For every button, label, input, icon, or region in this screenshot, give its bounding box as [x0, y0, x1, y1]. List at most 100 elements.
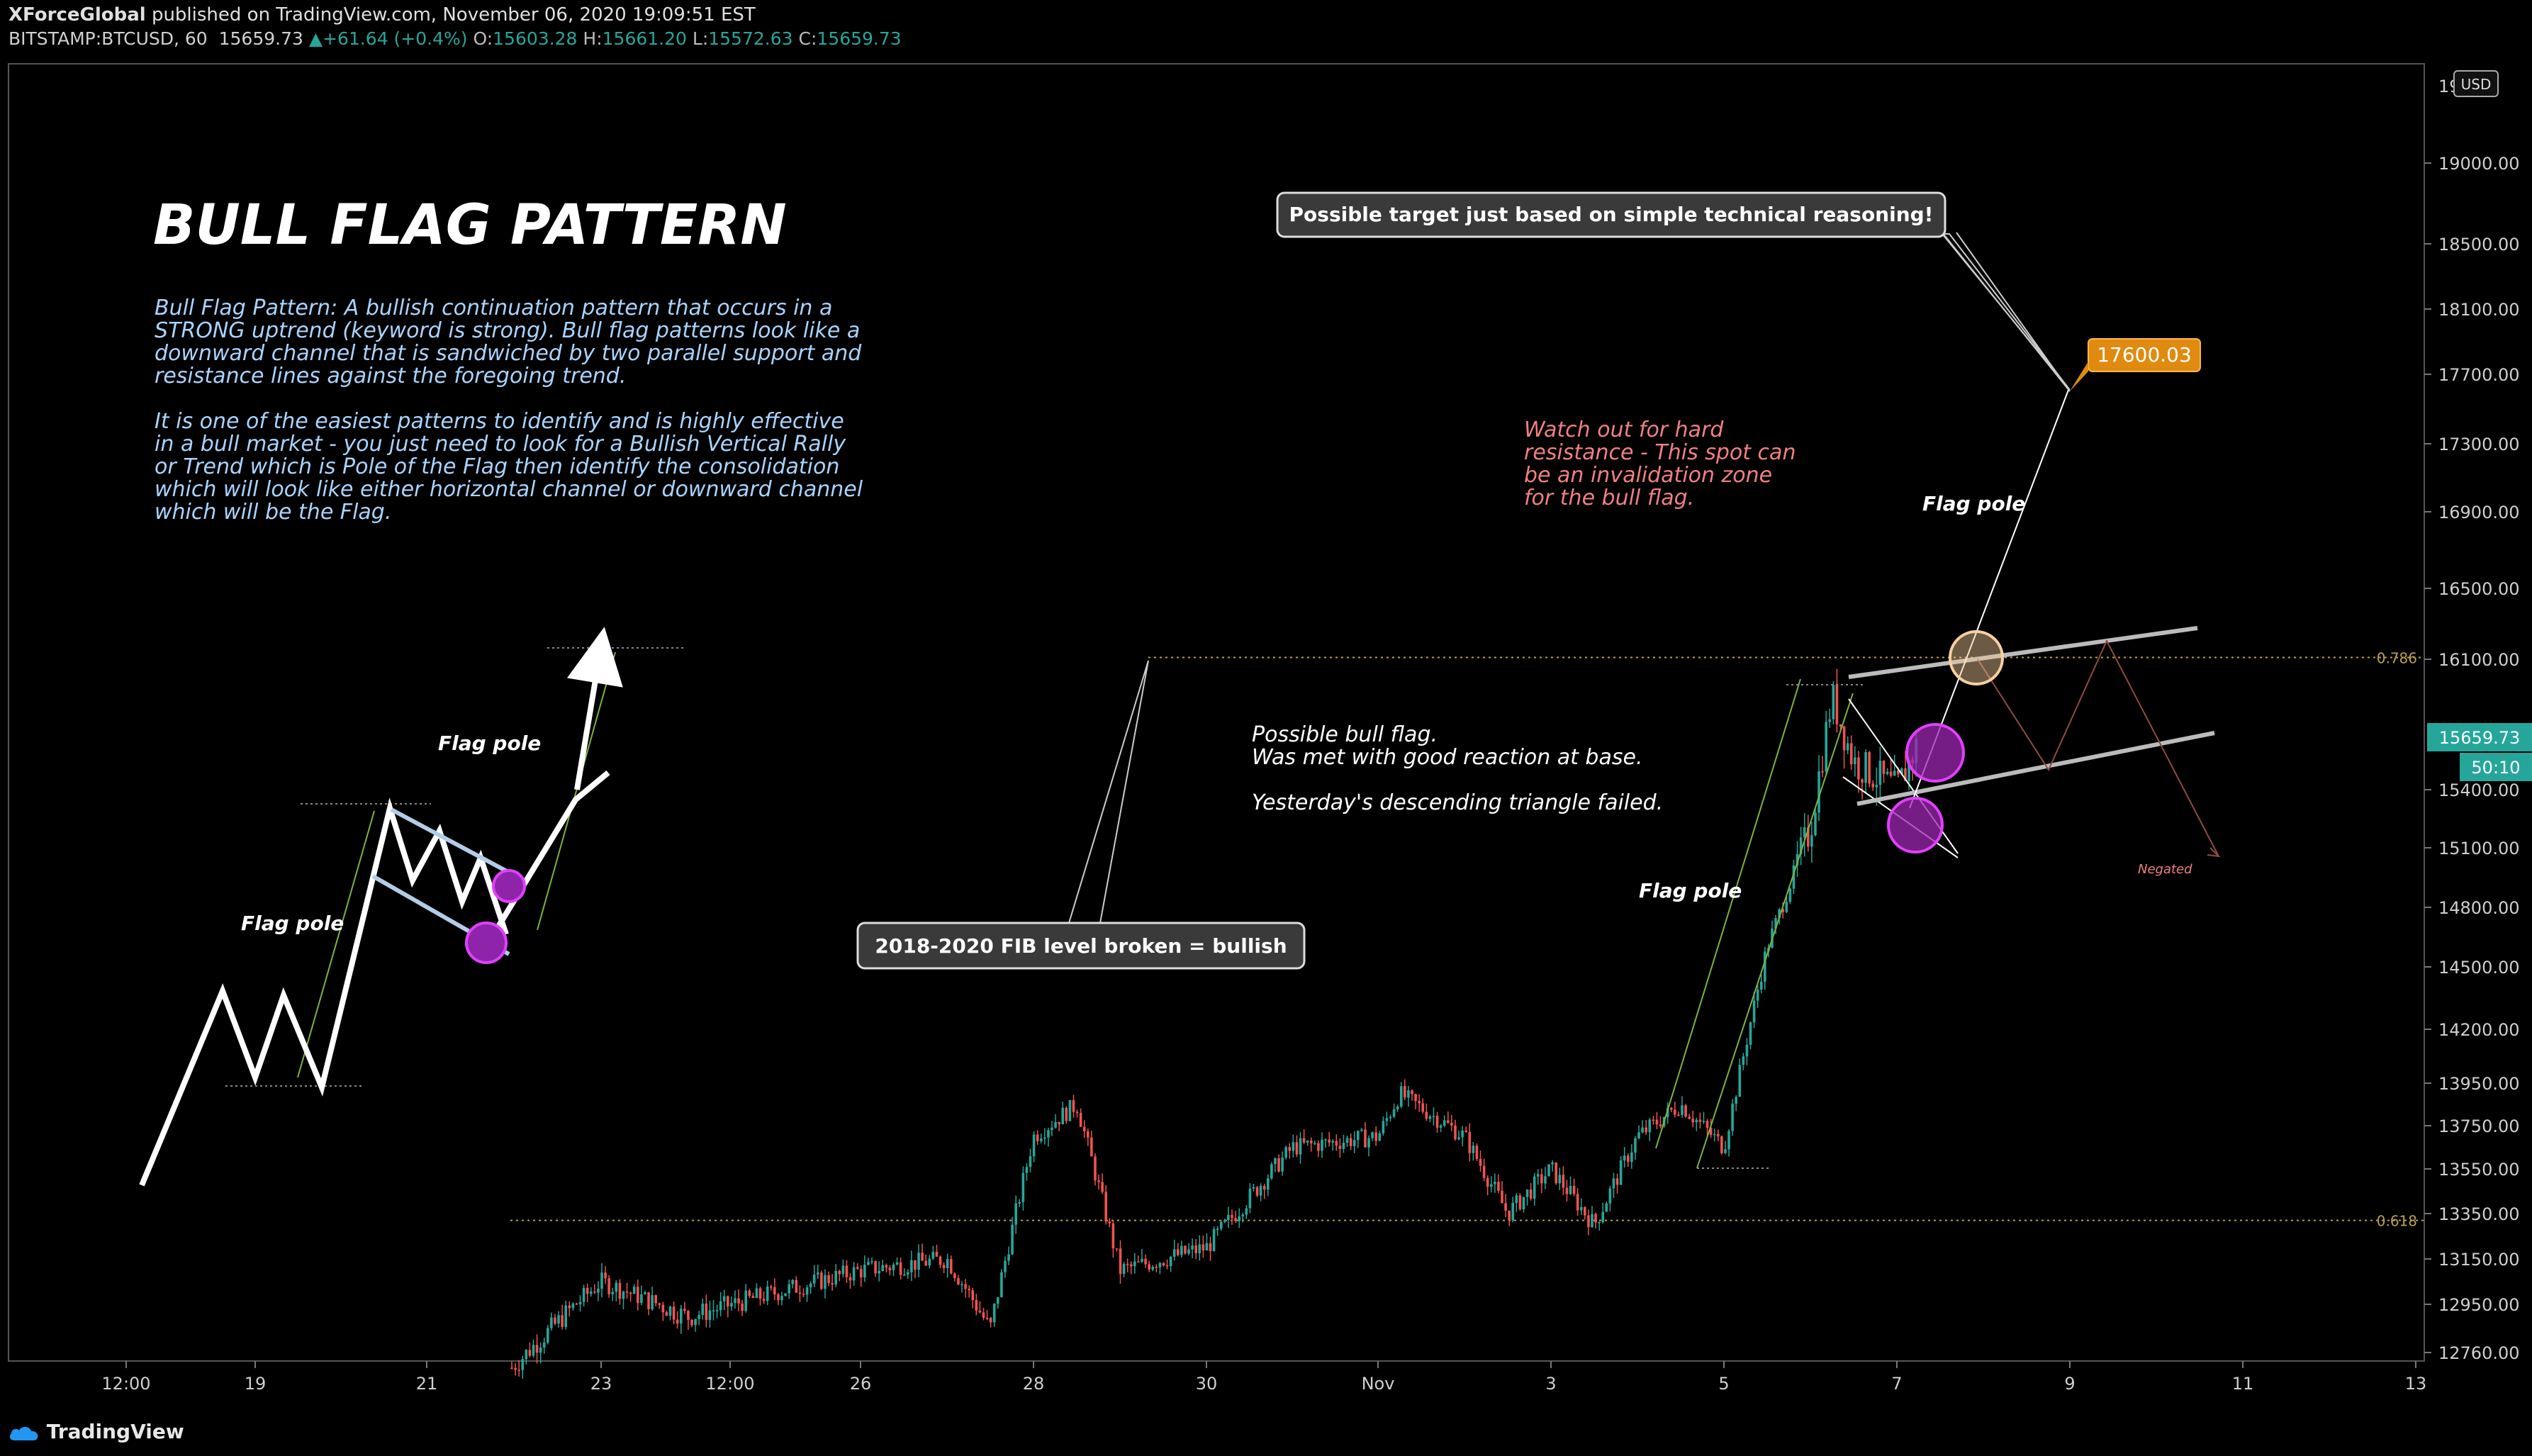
- candle-body: [1000, 1272, 1003, 1297]
- candle-body: [928, 1258, 931, 1266]
- candle-body: [780, 1296, 783, 1301]
- description-line: or Trend which is Pole of the Flag then …: [155, 454, 839, 479]
- candle-body: [1871, 783, 1875, 788]
- candle-body: [921, 1253, 924, 1261]
- candle-body: [1803, 827, 1806, 838]
- candle-body: [1252, 1187, 1255, 1189]
- price-change: +61.64 (+0.4%): [323, 28, 468, 49]
- flag-upper-line: [1848, 626, 2198, 679]
- candle-body: [1645, 1127, 1647, 1133]
- candle-body: [1579, 1206, 1583, 1211]
- y-tick-label: 16900.00: [2438, 503, 2520, 522]
- candle-body: [1209, 1243, 1212, 1251]
- open-value: 15603.28: [493, 28, 578, 49]
- candle-body: [586, 1287, 589, 1294]
- candle-body: [1893, 771, 1896, 776]
- close-value: 15659.73: [817, 28, 902, 49]
- candle-body: [575, 1303, 578, 1305]
- price-chart[interactable]: 19000.00 18500.00 18100.00 17700.00 17300.00…: [0, 0, 2532, 1409]
- candle-body: [1666, 1107, 1669, 1117]
- candle-body: [1432, 1116, 1435, 1117]
- target-price-tag[interactable]: 17600.03: [2070, 338, 2201, 391]
- candle-body: [1172, 1249, 1176, 1257]
- candle-body: [1184, 1245, 1187, 1254]
- flag-pole-label-3: Flag pole: [1639, 879, 1742, 902]
- candle-body: [1165, 1265, 1169, 1267]
- candle-body: [1817, 771, 1820, 813]
- publish-info: XForceGlobal published on TradingView.co…: [9, 4, 756, 26]
- author-name[interactable]: XForceGlobal: [9, 4, 146, 26]
- candle-body: [863, 1265, 866, 1277]
- candle-body: [722, 1296, 726, 1301]
- candle-body: [1839, 724, 1842, 727]
- candle-body: [1472, 1146, 1475, 1153]
- candle-body: [679, 1309, 683, 1324]
- candle-body: [1039, 1138, 1043, 1141]
- schematic-breakout-path: [493, 770, 610, 932]
- candle-body: [907, 1272, 909, 1275]
- target-callout-box[interactable]: [1276, 191, 1946, 238]
- candle-body: [542, 1342, 546, 1348]
- candle-body: [1345, 1138, 1349, 1143]
- y-tick-label: 13150.00: [2438, 1250, 2520, 1270]
- candle-body: [1349, 1138, 1352, 1146]
- candle-body: [1796, 853, 1799, 866]
- candle-body: [992, 1304, 996, 1323]
- price-axis[interactable]: 19000.00 18500.00 18100.00 17700.00 17300.00…: [2424, 77, 2520, 1363]
- currency-badge[interactable]: [2453, 70, 2499, 97]
- candle-body: [1832, 685, 1835, 719]
- candle-body: [1324, 1139, 1327, 1141]
- candle-body: [1262, 1186, 1266, 1190]
- x-tick-label: 9: [2064, 1374, 2075, 1394]
- candle-body: [1021, 1172, 1025, 1202]
- candle-body: [719, 1301, 722, 1311]
- tradingview-logo[interactable]: TradingView: [9, 1420, 184, 1443]
- resistance-line: Watch out for hard: [1524, 418, 1724, 442]
- target-tag-text: 17600.03: [2097, 343, 2192, 366]
- candle-body: [1601, 1211, 1605, 1223]
- candle-body: [888, 1267, 892, 1270]
- candle-body: [1641, 1127, 1644, 1133]
- x-tick-label: 5: [1718, 1374, 1729, 1394]
- y-tick-label: 19000.00: [2438, 154, 2520, 174]
- candle-body: [1378, 1133, 1382, 1141]
- x-tick-label: 12:00: [705, 1374, 754, 1394]
- candle-body: [1115, 1248, 1119, 1250]
- ohlc-legend: BITSTAMP:BTCUSD, 60 15659.73 ▲+61.64 (+0…: [9, 28, 902, 49]
- candle-body: [1357, 1131, 1360, 1141]
- y-tick-label: 18100.00: [2438, 300, 2520, 320]
- candle-body: [1501, 1190, 1503, 1204]
- candle-body: [777, 1294, 780, 1301]
- candle-body: [1799, 837, 1803, 854]
- candle-body: [629, 1292, 632, 1294]
- candle-body: [1842, 726, 1846, 751]
- candle-body: [1764, 951, 1766, 982]
- candle-body: [1075, 1111, 1079, 1114]
- pattern-title: BULL FLAG PATTERN: [153, 194, 787, 257]
- candle-body: [1637, 1132, 1640, 1138]
- candle-body: [1627, 1155, 1630, 1163]
- candle-body: [1335, 1141, 1338, 1146]
- fib-callout-box[interactable]: [856, 922, 1306, 970]
- candle-body: [1821, 771, 1824, 773]
- candle-body: [705, 1303, 708, 1321]
- candle-body: [607, 1278, 610, 1294]
- candle-body: [622, 1292, 625, 1299]
- bull-flag-line: Possible bull flag.: [1252, 722, 1438, 747]
- candle-body: [604, 1272, 607, 1279]
- candle-body: [874, 1260, 877, 1274]
- candle-body: [870, 1260, 873, 1262]
- candle-body: [766, 1286, 769, 1301]
- candle-body: [848, 1277, 852, 1281]
- candle-body: [1468, 1131, 1472, 1153]
- candle-body: [1677, 1114, 1680, 1116]
- time-axis[interactable]: 12:00 19 21 23 12:00 26 28 30 Nov 3 5 7 9 11 13: [101, 1361, 2426, 1394]
- symbol-label[interactable]: BITSTAMP:BTCUSD, 60: [9, 28, 208, 49]
- candle-body: [1281, 1158, 1284, 1172]
- candle-body: [1443, 1120, 1446, 1126]
- candle-body: [514, 1367, 517, 1370]
- reaction-circle-2: [1887, 797, 1944, 853]
- x-tick-label: 28: [1023, 1374, 1045, 1394]
- candle-body: [687, 1311, 690, 1321]
- candle-body: [812, 1275, 816, 1284]
